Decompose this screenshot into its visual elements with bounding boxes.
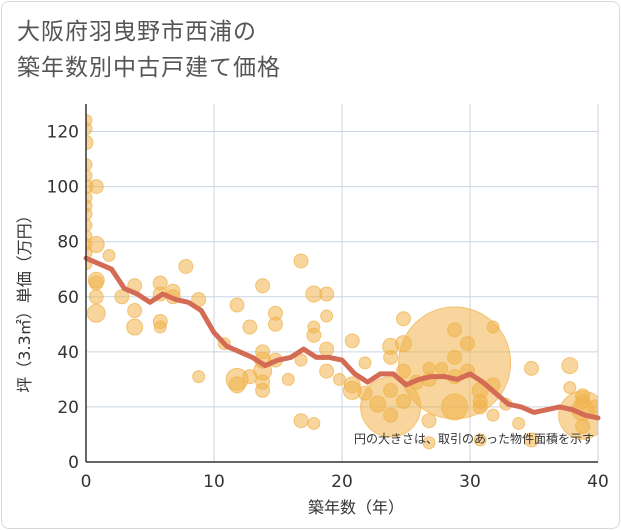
bubble-point xyxy=(486,320,500,334)
bubble-point xyxy=(422,361,436,375)
bubble-point xyxy=(86,246,93,260)
bubble-point xyxy=(383,382,399,398)
chart-title: 大阪府羽曳野市西浦の 築年数別中古戸建て価格 xyxy=(17,14,281,86)
bubble-point xyxy=(319,363,335,379)
bubble-point xyxy=(86,135,94,151)
y-tick-label: 20 xyxy=(57,398,79,418)
bubble-point xyxy=(88,179,104,195)
bubble-point xyxy=(459,336,475,352)
bubble-point xyxy=(343,376,361,394)
bubble-point xyxy=(281,372,295,386)
bubble-point xyxy=(422,436,436,450)
bubble-point xyxy=(369,395,387,413)
bubble-point xyxy=(395,393,411,409)
y-tick-labels: 0 20 40 60 80 100 120 xyxy=(47,123,79,473)
bubble-point xyxy=(473,433,487,447)
bubble-point xyxy=(86,169,93,183)
bubble-point xyxy=(383,349,399,365)
y-tick-label: 80 xyxy=(57,233,79,253)
bubble-point xyxy=(332,372,346,386)
y-tick-label: 100 xyxy=(47,178,79,198)
bubble-point xyxy=(267,316,283,332)
x-axis-label: 築年数（年） xyxy=(308,498,404,517)
bubble-point xyxy=(523,360,539,376)
bubble-point xyxy=(360,376,422,438)
x-tick-label: 0 xyxy=(81,472,92,492)
x-tick-label: 10 xyxy=(203,472,225,492)
bubble-point xyxy=(293,413,309,429)
bubble-point xyxy=(383,407,399,423)
bubble-point xyxy=(395,311,411,327)
bubble-point xyxy=(344,333,360,349)
bubble-point xyxy=(319,286,335,302)
bubble-point xyxy=(229,297,245,313)
bubble-point xyxy=(319,341,335,357)
bubble-point xyxy=(255,382,271,398)
bubble-point xyxy=(242,319,258,335)
bubble-point xyxy=(307,320,321,334)
bubble-point xyxy=(86,207,93,221)
bubble-point xyxy=(192,370,206,384)
x-tick-label: 40 xyxy=(587,472,609,492)
y-tick-label: 120 xyxy=(47,123,79,143)
bubble-point xyxy=(153,320,167,334)
y-tick-label: 0 xyxy=(68,453,79,473)
bubble-point xyxy=(127,303,143,319)
bubble-point xyxy=(255,278,271,294)
chart-title-line-2: 築年数別中古戸建て価格 xyxy=(17,55,281,81)
bubble-point xyxy=(575,393,591,409)
y-axis-label: 坪（3.3㎡）単価（万円） xyxy=(15,207,34,392)
bubble-point xyxy=(575,418,591,434)
bubble-point xyxy=(394,335,412,353)
bubble-point xyxy=(320,309,334,323)
average-price-line xyxy=(83,255,601,421)
bubble-point xyxy=(587,399,598,415)
bubble-point xyxy=(86,122,93,136)
bubble-point xyxy=(441,393,469,421)
bubble-point xyxy=(114,289,130,305)
bubble-point xyxy=(561,357,579,375)
chart-title-line-1: 大阪府羽曳野市西浦の xyxy=(17,19,257,45)
bubble-point xyxy=(358,356,372,370)
x-tick-label: 20 xyxy=(331,472,353,492)
bubble-point xyxy=(486,408,500,422)
bubble-point xyxy=(88,289,104,305)
bubble-point xyxy=(294,353,308,367)
bubble-point xyxy=(126,318,144,336)
y-tick-label: 40 xyxy=(57,343,79,363)
bubble-point xyxy=(88,275,104,291)
bubble-point xyxy=(472,399,488,415)
bubble-point xyxy=(447,322,463,338)
bubble-series xyxy=(86,114,598,450)
bubble-point xyxy=(435,361,449,375)
bubble-point xyxy=(395,363,411,379)
bubble-point xyxy=(563,381,577,395)
x-tick-label: 30 xyxy=(459,472,481,492)
x-tick-labels: 0 10 20 30 40 xyxy=(81,472,609,492)
bubble-point xyxy=(512,416,526,430)
bubble-point xyxy=(86,158,93,172)
bubble-point xyxy=(178,258,194,274)
bubble-point xyxy=(102,248,116,262)
bubble-point xyxy=(293,253,309,269)
bubble-point xyxy=(228,376,246,394)
bubble-point xyxy=(357,385,373,401)
bubble-point xyxy=(86,218,93,232)
bubble-point xyxy=(523,432,539,448)
bubble-point xyxy=(255,344,271,360)
bubble-point xyxy=(242,369,258,385)
bubble-point xyxy=(307,416,321,430)
size-legend-note: 円の大きさは、取引のあった物件面積を示す xyxy=(354,431,594,446)
y-tick-label: 60 xyxy=(57,288,79,308)
bubble-point xyxy=(421,413,437,429)
bubble-point xyxy=(447,349,463,365)
bubble-point xyxy=(86,303,106,323)
